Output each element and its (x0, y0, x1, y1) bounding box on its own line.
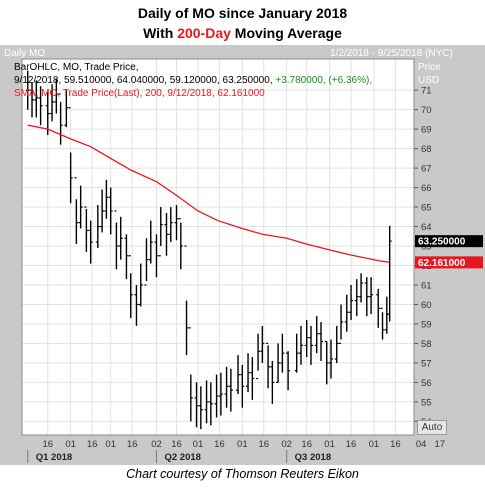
legend-bar-values: 9/12/2018, 59.510000, 64.040000, 59.1200… (14, 75, 273, 86)
price-axis-label: Price (418, 62, 441, 73)
x-tick-label: 01 (193, 439, 204, 450)
x-tick-label: 01 (369, 439, 380, 450)
plot-area (22, 59, 414, 435)
y-tick-label: 58 (421, 339, 432, 350)
x-tick-label: 16 (214, 439, 225, 450)
x-tick-label: 01 (324, 439, 335, 450)
chart-title-line-2: With 200-Day Moving Average (0, 25, 485, 41)
legend-bar-change: +3.780000, (+6.36%), (275, 75, 373, 86)
y-tick-label: 70 (421, 105, 432, 116)
y-tick-label: 68 (421, 144, 432, 155)
x-tick-label: 16 (87, 439, 98, 450)
x-tick-label: 16 (127, 439, 138, 450)
x-tick-label: 02 (281, 439, 292, 450)
y-tick-label: 64 (421, 222, 432, 233)
price-tag-label: 63.250000 (418, 237, 466, 248)
y-tick-label: 71 (421, 86, 432, 97)
legend-sma-series: SMA, MO, Trade Price(Last), 200, 9/12/20… (14, 88, 265, 99)
y-tick-label: 55 (421, 397, 432, 408)
y-tick-label: 69 (421, 125, 432, 136)
chart-panel: Daily MO 1/2/2018 - 9/25/2018 (NYC) Pric… (0, 45, 485, 465)
x-tick-label: 02 (151, 439, 162, 450)
x-tick-label: 01 (105, 439, 116, 450)
y-tick-label: 67 (421, 164, 432, 175)
chart-svg: 5455565758596061626364656667686970711601… (21, 58, 483, 463)
x-tick-label: 01 (65, 439, 76, 450)
y-tick-label: 56 (421, 378, 432, 389)
x-tick-label: 16 (390, 439, 401, 450)
y-tick-label: 60 (421, 300, 432, 311)
y-tick-label: 66 (421, 183, 432, 194)
legend-bar-values-row: 9/12/2018, 59.510000, 64.040000, 59.1200… (14, 75, 372, 86)
panel-date-range: 1/2/2018 - 9/25/2018 (NYC) (330, 48, 453, 59)
quarter-label: Q3 2018 (295, 452, 331, 463)
x-tick-label: 16 (258, 439, 269, 450)
price-tag-label: 62.161000 (418, 258, 466, 269)
panel-name: Daily MO (4, 48, 46, 59)
x-tick-label: 01 (237, 439, 248, 450)
x-tick-label: 16 (42, 439, 53, 450)
title-prefix: With (143, 25, 178, 41)
y-tick-label: 59 (421, 319, 432, 330)
x-tick-label: 04 (416, 439, 427, 450)
title-accent: 200-Day (177, 25, 231, 41)
plot-border (21, 58, 415, 436)
x-tick-label: 16 (171, 439, 182, 450)
price-tag-box (415, 256, 483, 269)
y-tick-label: 61 (421, 280, 432, 291)
auto-scale-button[interactable]: Auto (417, 420, 447, 435)
quarter-label: Q1 2018 (36, 452, 72, 463)
chart-credit: Chart courtesy of Thomson Reuters Eikon (126, 467, 359, 481)
title-suffix: Moving Average (230, 25, 342, 41)
x-tick-label: 17 (434, 439, 445, 450)
y-tick-label: 57 (421, 358, 432, 369)
price-tag-box (415, 235, 483, 248)
currency-label: USD (418, 75, 440, 86)
legend-bar-series: BarOHLC, MO, Trade Price, (14, 62, 139, 73)
sma-200-line (27, 124, 390, 264)
chart-title-line-1: Daily of MO since January 2018 (137, 5, 348, 21)
y-tick-label: 65 (421, 203, 432, 214)
x-tick-label: 16 (301, 439, 312, 450)
x-tick-label: 16 (346, 439, 357, 450)
quarter-label: Q2 2018 (164, 452, 200, 463)
